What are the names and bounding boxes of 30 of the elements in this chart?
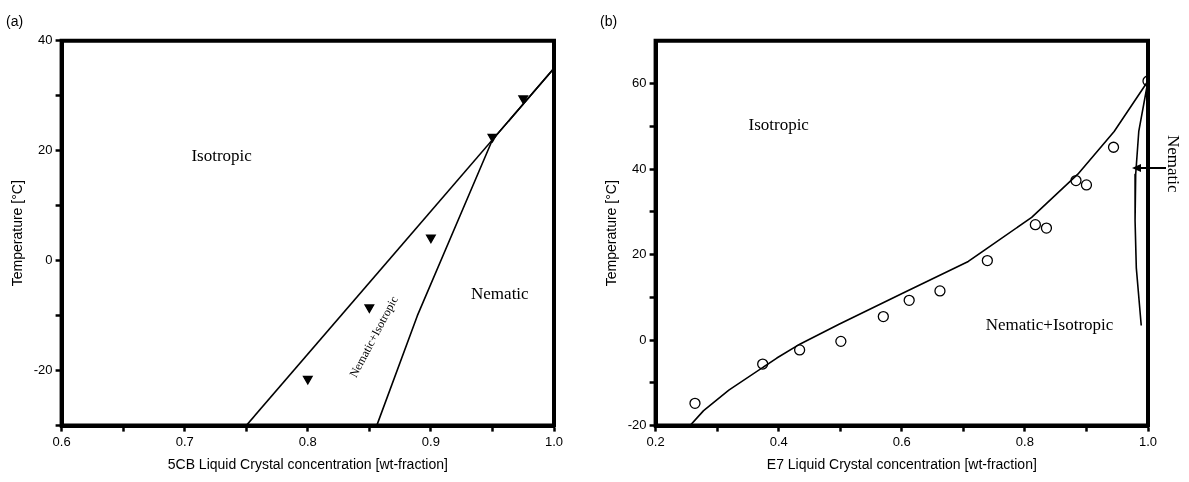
y-tick-label: 60: [632, 75, 647, 91]
x-tick-label: 0.8: [298, 433, 317, 449]
y-tick-label: 40: [632, 160, 647, 176]
x-tick-label: 0.6: [52, 433, 71, 449]
chart-title: (a): [6, 13, 24, 30]
chart-title: (b): [600, 13, 618, 30]
x-tick-label: 0.9: [421, 433, 440, 449]
y-tick-label: -20: [33, 362, 53, 378]
y-tick-label: 20: [38, 142, 53, 158]
y-tick-label: -20: [627, 417, 647, 433]
y-axis-title: Temperature [°C]: [9, 180, 26, 287]
x-tick-label: 0.6: [892, 433, 911, 449]
y-tick-label: 20: [632, 246, 647, 262]
x-tick-label: 0.2: [646, 433, 665, 449]
x-tick-label: 1.0: [544, 433, 564, 449]
x-tick-label: 0.8: [1015, 433, 1034, 449]
annotation: Nematic: [471, 284, 530, 304]
x-tick-label: 0.7: [175, 433, 194, 449]
annotation: Isotropic: [748, 114, 810, 134]
y-tick-label: 0: [45, 252, 53, 268]
x-axis-title: E7 Liquid Crystal concentration [wt-fraction]: [766, 456, 1037, 473]
text: Nematic: [1163, 134, 1183, 194]
annotation: Nematic+Isotropic: [985, 315, 1114, 335]
y-tick-label: 40: [38, 32, 53, 48]
annotation: Isotropic: [191, 145, 253, 165]
x-tick-label: 1.0: [1138, 433, 1158, 449]
y-tick-label: 0: [639, 331, 647, 347]
y-axis-title: Temperature [°C]: [603, 180, 620, 287]
x-axis-title: 5CB Liquid Crystal concentration [wt-fraction]: [167, 456, 448, 473]
x-tick-label: 0.4: [769, 433, 788, 449]
